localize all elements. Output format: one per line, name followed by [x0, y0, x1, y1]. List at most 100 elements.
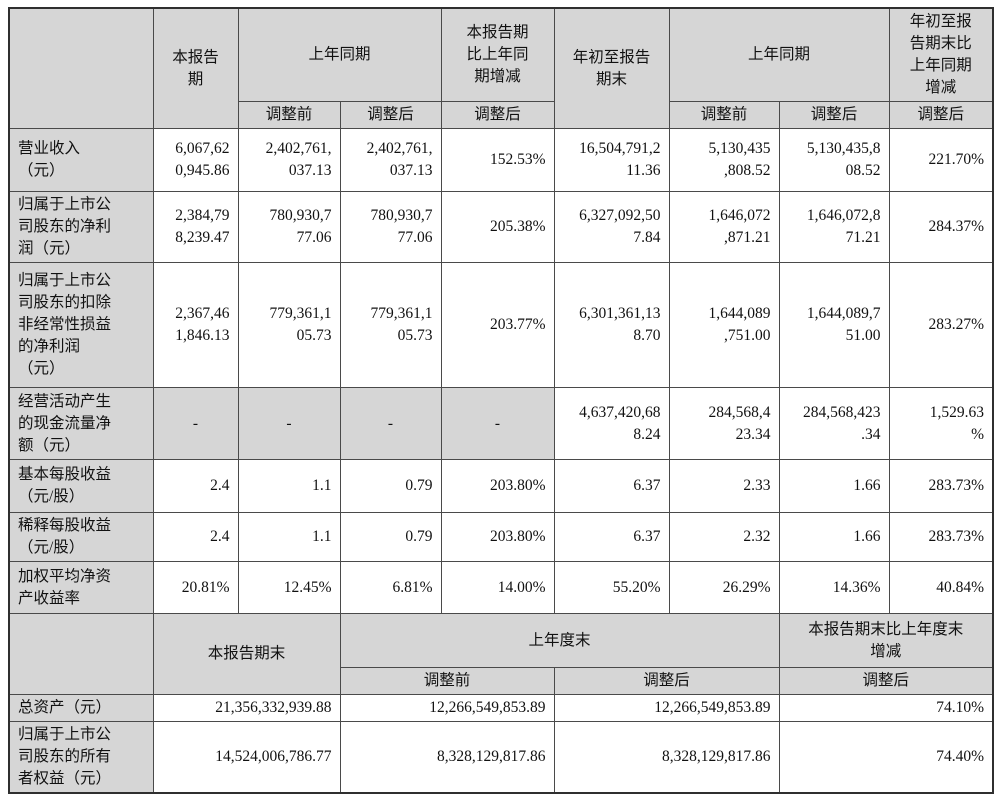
row-label: 归属于上市公 司股东的净利 润（元） [8, 191, 154, 263]
cell: 205.38% [440, 191, 555, 263]
cell: 2,384,79 8,239.47 [152, 191, 239, 263]
row-label: 总资产（元） [8, 694, 154, 722]
table-row-total-assets: 总资产（元） 21,356,332,939.88 12,266,549,853.… [8, 694, 994, 722]
cell: 6,301,361,13 8.70 [553, 262, 670, 388]
financial-summary-table: 本报告 期 上年同期 本报告期 比上年同 期增减 年初至报告 期末 上年同期 年… [8, 7, 995, 794]
cell: 8,328,129,817.86 [339, 721, 555, 794]
cell: 2.33 [668, 459, 780, 513]
cell: 1,646,072 ,871.21 [668, 191, 780, 263]
header-prior-period: 上年同期 [237, 7, 442, 102]
subheader-post-adjust: 调整后 [778, 101, 890, 129]
table-row-owners-equity: 归属于上市公 司股东的所有 者权益（元） 14,524,006,786.77 8… [8, 721, 994, 794]
cell: - [440, 387, 555, 460]
cell: 1.1 [237, 512, 341, 562]
subheader-pre-adjust: 调整前 [668, 101, 780, 129]
table-row-deducted-net-profit: 归属于上市公 司股东的扣除 非经常性损益 的净利润 （元） 2,367,46 1… [8, 262, 994, 388]
cell: 20.81% [152, 561, 239, 614]
cell: 2,367,46 1,846.13 [152, 262, 239, 388]
subheader-post-adjust: 调整后 [339, 101, 442, 129]
cell: 1.66 [778, 459, 890, 513]
header-period-change: 本报告期 比上年同 期增减 [440, 7, 555, 102]
cell: 2.4 [152, 459, 239, 513]
cell: 55.20% [553, 561, 670, 614]
cell: 12.45% [237, 561, 341, 614]
cell: 283.73% [888, 512, 994, 562]
cell: 203.80% [440, 459, 555, 513]
cell: 74.40% [778, 721, 994, 794]
table-row-operating-cash-flow: 经营活动产生 的现金流量净 额（元） - - - - 4,637,420,68 … [8, 387, 994, 460]
cell: 203.80% [440, 512, 555, 562]
cell: 1,644,089,7 51.00 [778, 262, 890, 388]
cell: 284,568,423 .34 [778, 387, 890, 460]
cell: 0.79 [339, 459, 442, 513]
cell: 4,637,420,68 8.24 [553, 387, 670, 460]
cell: 0.79 [339, 512, 442, 562]
header-prior-year-end: 上年度末 [339, 613, 780, 668]
table-row-weighted-roe: 加权平均净资 产收益率 20.81% 12.45% 6.81% 14.00% 5… [8, 561, 994, 614]
cell: 2,402,761, 037.13 [339, 128, 442, 192]
top-subheader-row: 调整前 调整后 调整后 调整前 调整后 调整后 [9, 101, 994, 129]
cell: 283.27% [888, 262, 994, 388]
subheader-pre-adjust: 调整前 [237, 101, 341, 129]
cell: 40.84% [888, 561, 994, 614]
table-row-diluted-eps: 稀释每股收益 （元/股） 2.4 1.1 0.79 203.80% 6.37 2… [8, 512, 994, 562]
table-row-revenue: 营业收入 （元） 6,067,62 0,945.86 2,402,761, 03… [8, 128, 994, 192]
financial-summary-page: 本报告 期 上年同期 本报告期 比上年同 期增减 年初至报告 期末 上年同期 年… [8, 7, 995, 794]
row-label: 归属于上市公 司股东的扣除 非经常性损益 的净利润 （元） [8, 262, 154, 388]
cell: 26.29% [668, 561, 780, 614]
cell: 284.37% [888, 191, 994, 263]
row-label: 加权平均净资 产收益率 [8, 561, 154, 614]
row-label: 营业收入 （元） [8, 128, 154, 192]
cell: 221.70% [888, 128, 994, 192]
cell: 21,356,332,939.88 [152, 694, 341, 722]
cell: 12,266,549,853.89 [339, 694, 555, 722]
cell: 152.53% [440, 128, 555, 192]
cell: 283.73% [888, 459, 994, 513]
table-row-basic-eps: 基本每股收益 （元/股） 2.4 1.1 0.79 203.80% 6.37 2… [8, 459, 994, 513]
cell: 6,067,62 0,945.86 [152, 128, 239, 192]
cell: 16,504,791,2 11.36 [553, 128, 670, 192]
row-label: 经营活动产生 的现金流量净 额（元） [8, 387, 154, 460]
corner-cell [8, 7, 154, 129]
cell: 5,130,435,8 08.52 [778, 128, 890, 192]
subheader-post-adjust: 调整后 [440, 101, 555, 129]
cell: 5,130,435 ,808.52 [668, 128, 780, 192]
cell: 1.1 [237, 459, 341, 513]
corner-cell [8, 613, 154, 695]
table-row-net-profit: 归属于上市公 司股东的净利 润（元） 2,384,79 8,239.47 780… [8, 191, 994, 263]
cell: 6.81% [339, 561, 442, 614]
row-label: 基本每股收益 （元/股） [8, 459, 154, 513]
cell: 8,328,129,817.86 [553, 721, 780, 794]
cell: 780,930,7 77.06 [237, 191, 341, 263]
header-ytd-period: 年初至报告 期末 [553, 7, 670, 129]
cell: 6.37 [553, 459, 670, 513]
header-ytd-change: 年初至报 告期末比 上年同期 增减 [888, 7, 994, 102]
subheader-post-adjust: 调整后 [553, 667, 780, 695]
bottom-subheader-row: 调整前 调整后 调整后 [9, 667, 994, 695]
cell: 780,930,7 77.06 [339, 191, 442, 263]
cell: 74.10% [778, 694, 994, 722]
cell: 284,568,4 23.34 [668, 387, 780, 460]
row-label: 稀释每股收益 （元/股） [8, 512, 154, 562]
cell: 2.4 [152, 512, 239, 562]
header-period-end: 本报告期末 [152, 613, 341, 695]
cell: 14.00% [440, 561, 555, 614]
cell: 12,266,549,853.89 [553, 694, 780, 722]
cell: 1.66 [778, 512, 890, 562]
cell: 203.77% [440, 262, 555, 388]
header-period-end-change: 本报告期末比上年度末 增减 [778, 613, 994, 668]
cell: - [237, 387, 341, 460]
row-label: 归属于上市公 司股东的所有 者权益（元） [8, 721, 154, 794]
cell: 14.36% [778, 561, 890, 614]
cell: 6,327,092,50 7.84 [553, 191, 670, 263]
cell: 2,402,761, 037.13 [237, 128, 341, 192]
header-prior-period-2: 上年同期 [668, 7, 890, 102]
header-current-period: 本报告 期 [152, 7, 239, 129]
cell: 1,646,072,8 71.21 [778, 191, 890, 263]
cell: 1,644,089 ,751.00 [668, 262, 780, 388]
subheader-pre-adjust: 调整前 [339, 667, 555, 695]
cell: 779,361,1 05.73 [339, 262, 442, 388]
subheader-post-adjust: 调整后 [778, 667, 994, 695]
cell: 2.32 [668, 512, 780, 562]
cell: - [339, 387, 442, 460]
